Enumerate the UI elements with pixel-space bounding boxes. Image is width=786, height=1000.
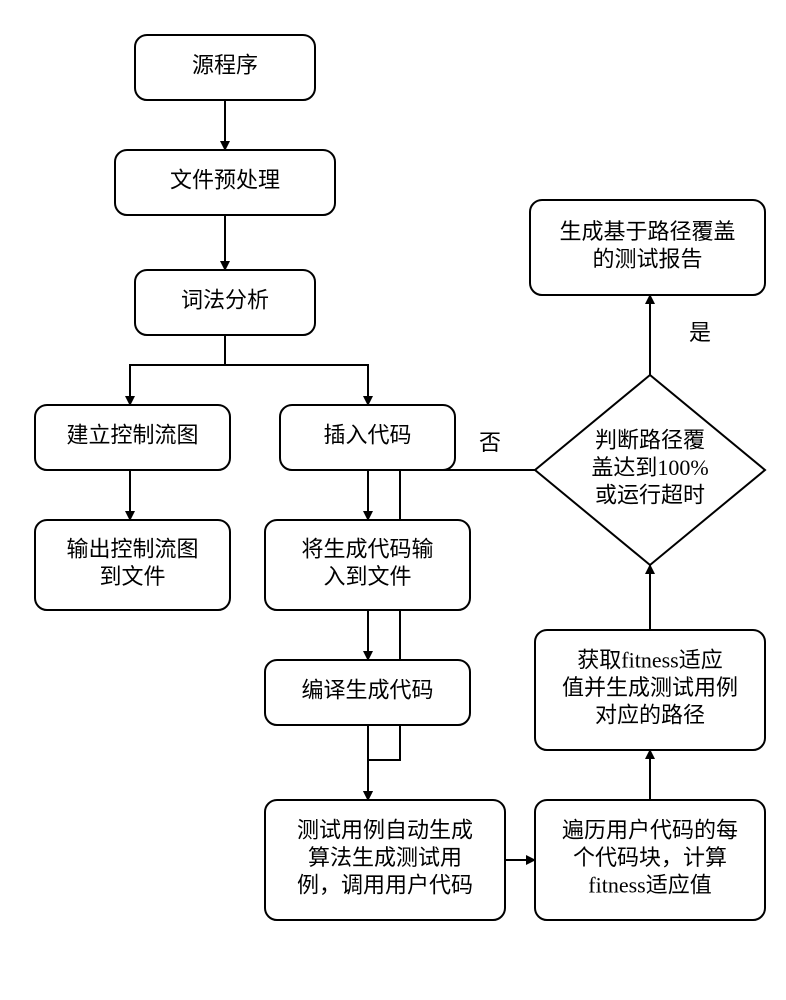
node-n7: 将生成代码输入到文件	[265, 520, 470, 610]
node-n5: 输出控制流图到文件	[35, 520, 230, 610]
node-n9: 测试用例自动生成算法生成测试用例，调用用户代码	[265, 800, 505, 920]
node-label-n6: 插入代码	[323, 423, 411, 448]
node-label-n4: 建立控制流图	[66, 423, 198, 448]
flowchart-diagram: 否 是 源程序文件预处理词法分析建立控制流图输出控制流图到文件 插入代码将生成代码输入…	[0, 0, 786, 1000]
node-label-n2: 文件预处理	[170, 168, 280, 193]
node-n6: 插入代码	[280, 405, 455, 470]
node-label-n8: 编译生成代码	[301, 678, 433, 703]
node-n1: 源程序	[135, 35, 315, 100]
node-n10: 遍历用户代码的每个代码块，计算fitness适应值	[535, 800, 765, 920]
edge-n3-n6	[225, 335, 368, 405]
node-n11: 获取fitness适应值并生成测试用例对应的路径	[535, 630, 765, 750]
edge-label-n12-n13: 是	[689, 320, 711, 345]
node-n12: 判断路径覆盖达到100%或运行超时	[535, 375, 765, 565]
edge-label-n12-n9: 否	[479, 430, 501, 455]
node-n4: 建立控制流图	[35, 405, 230, 470]
edge-n3-n4	[130, 335, 225, 405]
node-n2: 文件预处理	[115, 150, 335, 215]
node-label-n1: 源程序	[192, 53, 258, 78]
node-n3: 词法分析	[135, 270, 315, 335]
node-label-n12: 判断路径覆盖达到100%或运行超时	[591, 428, 708, 508]
node-label-n9: 测试用例自动生成算法生成测试用例，调用用户代码	[297, 818, 473, 898]
node-label-n10: 遍历用户代码的每个代码块，计算fitness适应值	[562, 818, 738, 898]
node-n8: 编译生成代码	[265, 660, 470, 725]
node-label-n3: 词法分析	[181, 288, 269, 313]
node-n13: 生成基于路径覆盖的测试报告	[530, 200, 765, 295]
